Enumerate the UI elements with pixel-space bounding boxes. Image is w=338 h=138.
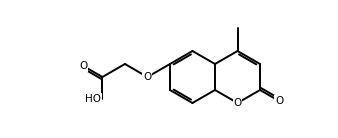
- Text: O: O: [234, 98, 242, 108]
- Text: HO: HO: [86, 94, 101, 104]
- Text: O: O: [143, 72, 151, 82]
- Text: O: O: [79, 61, 88, 71]
- Text: O: O: [275, 96, 283, 106]
